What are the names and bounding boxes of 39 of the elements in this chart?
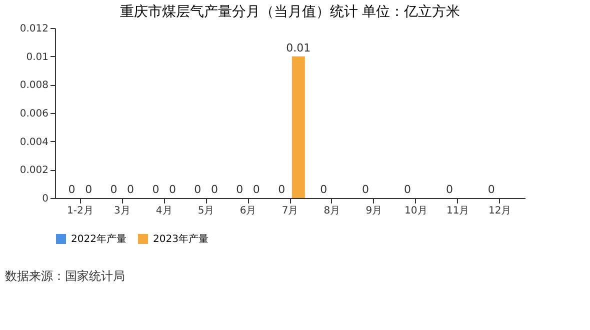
data-label: 0 [404, 183, 411, 196]
y-tick-label: 0.004 [20, 136, 48, 148]
data-label: 0 [252, 183, 260, 196]
y-tick-label: 0.012 [20, 24, 48, 34]
data-label: 0 [236, 183, 244, 196]
x-tick-label: 4月 [156, 206, 172, 216]
source-note: 数据来源：国家统计局 [5, 269, 125, 283]
x-tick-label: 7月 [282, 206, 298, 216]
x-tick-label: 1-2月 [67, 206, 94, 216]
x-tick-label: 9月 [366, 206, 382, 216]
data-label: 0 [169, 183, 176, 196]
x-tick-label: 8月 [324, 206, 340, 216]
data-label: 0 [488, 183, 495, 196]
data-label: 0 [446, 183, 453, 196]
data-label: 0 [68, 183, 76, 196]
legend-label: 2022年产量 [71, 233, 126, 245]
data-label: 0 [278, 183, 286, 196]
data-label: 0 [362, 183, 370, 196]
x-tick-label: 3月 [114, 206, 130, 216]
data-label: 0 [210, 183, 218, 196]
y-tick-label: 0 [42, 194, 48, 204]
x-tick-label: 5月 [198, 206, 214, 216]
y-tick-label: 0.002 [20, 165, 48, 176]
x-tick-label: 12月 [488, 206, 512, 216]
data-label: 0 [110, 183, 118, 196]
y-tick-label: 0.008 [20, 80, 48, 92]
data-label: 0 [85, 183, 92, 196]
x-tick-label: 6月 [240, 206, 256, 216]
x-tick-label: 11月 [446, 206, 470, 216]
y-tick-label: 0.006 [20, 108, 48, 120]
data-label: 0 [127, 183, 134, 196]
chart-title: 重庆市煤层气产量分月（当月值）统计 单位：亿立方米 [120, 4, 460, 20]
x-tick-label: 10月 [404, 206, 428, 216]
data-label: 0 [152, 183, 160, 196]
legend-label: 2023年产量 [153, 233, 208, 245]
data-label: 0 [320, 183, 328, 196]
data-label: 0.01 [286, 41, 311, 54]
y-tick-label: 0.01 [26, 52, 48, 63]
data-label: 0 [194, 183, 202, 196]
